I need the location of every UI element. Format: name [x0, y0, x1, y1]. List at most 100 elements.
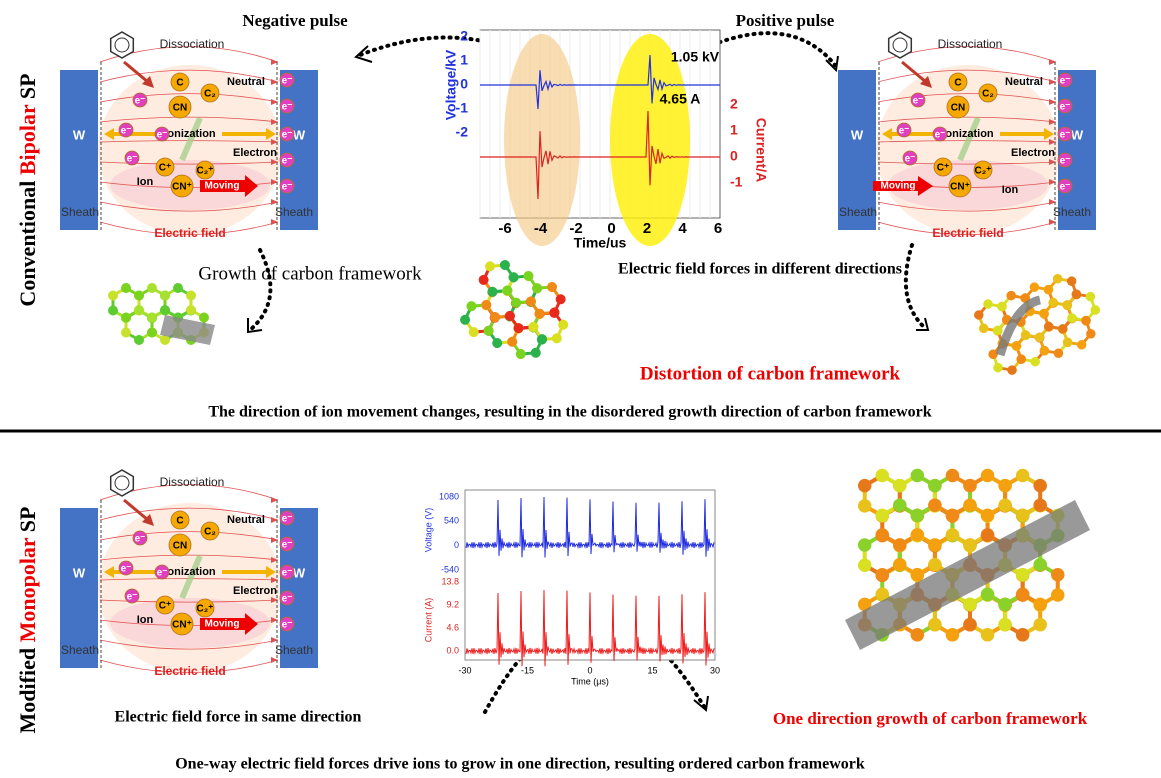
atom: [911, 628, 925, 642]
forces-label: Electric field force in same direction: [115, 709, 362, 726]
negative-highlight: [504, 34, 580, 246]
label: Dissociation: [160, 37, 225, 51]
label: Electric field: [154, 226, 225, 240]
atom: [186, 291, 196, 301]
atom: [858, 538, 872, 552]
electrode-label: W: [293, 565, 306, 580]
label: Sheath: [1053, 205, 1091, 219]
particle-label: e⁻: [282, 182, 293, 193]
particle-label: e⁻: [935, 130, 946, 141]
y2-tick-label: 2: [730, 96, 738, 112]
side-label-part: Monopolar: [15, 537, 40, 642]
electrode-label: W: [73, 565, 86, 580]
particle-label: e⁻: [282, 102, 293, 113]
pulse-label: Positive pulse: [736, 11, 835, 30]
atom: [121, 313, 131, 323]
atom: [1016, 509, 1030, 523]
electrode-label: W: [851, 127, 864, 142]
atom: [1051, 588, 1065, 602]
atom: [893, 558, 907, 572]
atom: [160, 305, 170, 315]
atom: [963, 538, 977, 552]
atom: [160, 291, 170, 301]
label: Neutral: [227, 76, 265, 88]
y-tick-label: 540: [444, 516, 459, 526]
atom: [1033, 498, 1047, 512]
atom: [928, 618, 942, 632]
label: Electron: [233, 585, 277, 597]
side-label-part: Modified: [15, 642, 40, 733]
atom: [108, 291, 118, 301]
atom: [876, 469, 890, 483]
particle-label: e⁻: [905, 154, 916, 165]
side-label-part: SP: [15, 73, 40, 104]
particle-label: e⁻: [135, 534, 146, 545]
atom: [928, 498, 942, 512]
particle-label: CN: [173, 103, 187, 114]
y-tick-label: 1: [460, 52, 468, 68]
atom: [998, 618, 1012, 632]
atom: [1016, 628, 1030, 642]
y-tick-label: -540: [441, 564, 459, 574]
particle-label: e⁻: [1060, 102, 1071, 113]
atom: [981, 509, 995, 523]
particle-label: C⁺: [937, 163, 950, 174]
y2-tick-label: 0: [730, 148, 738, 164]
x-tick-label: 15: [647, 665, 657, 675]
atom: [928, 538, 942, 552]
particle-label: e⁻: [282, 130, 293, 141]
label: Neutral: [227, 514, 265, 526]
particle-label: e⁻: [127, 592, 138, 603]
particle-label: C: [176, 516, 183, 527]
electrode-label: W: [293, 127, 306, 142]
atom: [858, 479, 872, 493]
atom: [963, 598, 977, 612]
label: Electric field: [154, 664, 225, 678]
atom: [1051, 568, 1065, 582]
atom: [876, 528, 890, 542]
particle-label: C⁺: [159, 163, 172, 174]
atom: [147, 313, 157, 323]
distortion-label: Distortion of carbon framework: [640, 363, 901, 384]
label: Sheath: [61, 205, 99, 219]
atom: [1033, 558, 1047, 572]
benzene: [889, 32, 912, 58]
particle-label: e⁻: [282, 76, 293, 87]
atom: [1033, 479, 1047, 493]
particle-label: C: [176, 78, 183, 89]
x-tick-label: -4: [534, 220, 548, 237]
label: Sheath: [839, 205, 877, 219]
atom: [928, 479, 942, 493]
y2-tick-label: 1: [730, 122, 738, 138]
atom: [858, 499, 872, 513]
particle-label: e⁻: [135, 96, 146, 107]
atom: [108, 306, 118, 316]
atom: [186, 305, 196, 315]
peak-label: 1.05 kV: [671, 49, 720, 65]
atom: [134, 291, 144, 301]
growth-label: Growth of carbon framework: [198, 263, 422, 284]
atom: [928, 558, 942, 572]
benzene: [111, 470, 134, 496]
atom: [1016, 588, 1030, 602]
label: Sheath: [275, 643, 313, 657]
particle-label: CN⁺: [172, 182, 192, 193]
side-label-part: Conventional: [15, 175, 40, 306]
atom: [911, 528, 925, 542]
particle-label: e⁻: [282, 514, 293, 525]
particle-label: e⁻: [121, 564, 132, 575]
atom: [121, 328, 131, 338]
atom: [858, 559, 872, 573]
side-label-part: SP: [15, 507, 40, 538]
atom: [911, 509, 925, 523]
label: Electron: [233, 147, 277, 159]
y2-tick-label: 9.2: [446, 599, 459, 609]
label: Electron: [1011, 147, 1055, 159]
particle-label: CN: [173, 541, 187, 552]
peak-label: 4.65 A: [660, 91, 701, 107]
particle-label: e⁻: [282, 568, 293, 579]
y-tick-label: 2: [460, 28, 468, 44]
particle-label: e⁻: [1060, 182, 1071, 193]
particle-label: C₂⁺: [197, 604, 214, 615]
label: Moving: [881, 181, 916, 192]
